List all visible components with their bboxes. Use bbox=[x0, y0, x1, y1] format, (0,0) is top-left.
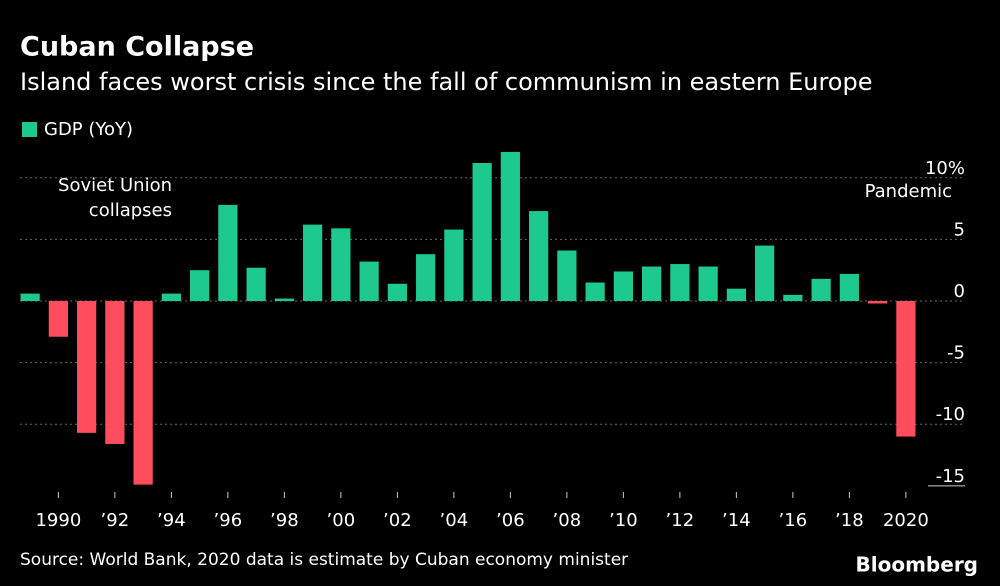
bar bbox=[896, 301, 916, 437]
bar bbox=[444, 229, 464, 302]
bar bbox=[48, 301, 68, 337]
bar bbox=[303, 224, 323, 302]
bar bbox=[359, 261, 379, 302]
bar bbox=[557, 250, 577, 302]
bar bbox=[20, 293, 40, 302]
x-tick-label: ’98 bbox=[270, 510, 299, 531]
y-tick-label: 10% bbox=[925, 158, 965, 179]
x-tick-label: ’16 bbox=[779, 510, 808, 531]
annotation: collapses bbox=[89, 200, 172, 221]
x-tick-label: ’10 bbox=[609, 510, 638, 531]
bar bbox=[726, 288, 746, 302]
bar bbox=[218, 204, 238, 302]
x-tick-label: ’06 bbox=[496, 510, 525, 531]
x-tick-label: ’04 bbox=[440, 510, 469, 531]
bar bbox=[755, 245, 775, 302]
bar bbox=[133, 301, 153, 485]
legend-label: GDP (YoY) bbox=[44, 119, 133, 140]
bar bbox=[529, 211, 549, 302]
bar bbox=[190, 270, 210, 302]
source: Source: World Bank, 2020 data is estimat… bbox=[20, 550, 628, 570]
chart-subtitle: Island faces worst crisis since the fall… bbox=[20, 68, 873, 96]
legend-swatch bbox=[22, 122, 37, 137]
x-tick-label: ’02 bbox=[383, 510, 412, 531]
bar bbox=[77, 301, 97, 433]
x-tick-label: ’00 bbox=[327, 510, 356, 531]
bar bbox=[161, 293, 181, 302]
bar bbox=[783, 294, 803, 302]
y-tick-label: -5 bbox=[947, 343, 965, 364]
x-tick-label: 2020 bbox=[883, 510, 929, 531]
x-tick-label: 1990 bbox=[35, 510, 81, 531]
x-tick-label: ’14 bbox=[722, 510, 751, 531]
brand: Bloomberg bbox=[856, 553, 978, 577]
x-tick-label: ’18 bbox=[835, 510, 864, 531]
bar bbox=[331, 228, 351, 302]
bar bbox=[698, 266, 718, 302]
bar bbox=[585, 282, 605, 302]
bar bbox=[670, 264, 690, 302]
bar bbox=[472, 163, 492, 302]
bar bbox=[811, 278, 831, 302]
bar bbox=[868, 301, 888, 304]
bar bbox=[246, 267, 266, 302]
bar bbox=[387, 283, 407, 302]
chart-title: Cuban Collapse bbox=[20, 32, 254, 63]
annotation: Soviet Union bbox=[58, 175, 172, 196]
x-tick-label: ’92 bbox=[101, 510, 130, 531]
bar bbox=[839, 273, 859, 302]
bar bbox=[613, 271, 633, 302]
y-tick-label: -15 bbox=[936, 466, 965, 487]
bar bbox=[500, 151, 520, 302]
bar bbox=[274, 298, 294, 302]
bar bbox=[416, 254, 436, 302]
x-tick-label: ’08 bbox=[553, 510, 582, 531]
x-tick-label: ’96 bbox=[214, 510, 243, 531]
x-tick-label: ’12 bbox=[666, 510, 695, 531]
bar bbox=[642, 266, 662, 302]
annotation: Pandemic bbox=[865, 181, 952, 202]
bar bbox=[105, 301, 125, 444]
x-tick-label: ’94 bbox=[157, 510, 186, 531]
y-tick-label: -10 bbox=[936, 404, 965, 425]
y-tick-label: 0 bbox=[954, 281, 965, 302]
y-tick-label: 5 bbox=[954, 219, 965, 240]
